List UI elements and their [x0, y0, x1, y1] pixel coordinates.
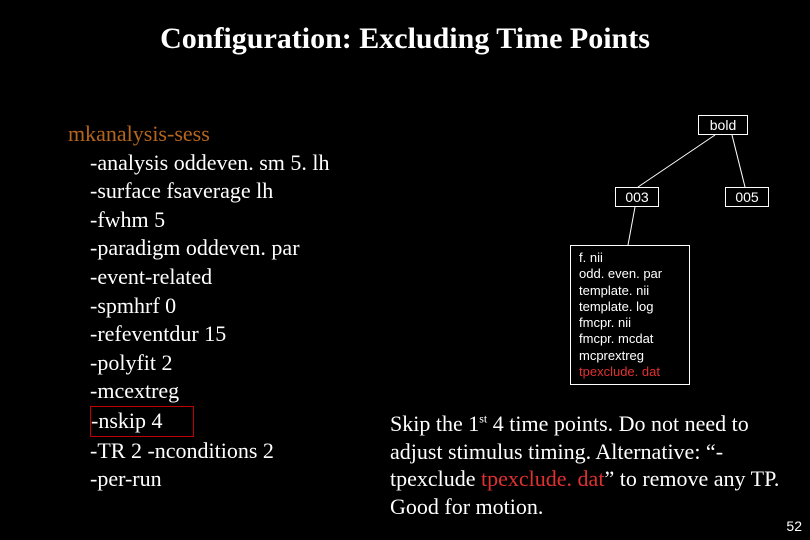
- node-003: 003: [615, 187, 659, 207]
- node-bold: bold: [698, 115, 748, 135]
- command-opt: -fwhm 5: [68, 206, 330, 235]
- explanation-text: Skip the 1st 4 time points. Do not need …: [390, 410, 790, 520]
- file-item: fmcpr. mcdat: [579, 331, 681, 347]
- command-opt: -per-run: [68, 465, 330, 494]
- node-005: 005: [725, 187, 769, 207]
- slide-title: Configuration: Excluding Time Points: [0, 0, 810, 56]
- file-item: f. nii: [579, 250, 681, 266]
- command-root: mkanalysis-sess: [68, 121, 210, 146]
- command-opt: -TR 2 -nconditions 2: [68, 437, 330, 466]
- files-box: f. nii odd. even. par template. nii temp…: [570, 245, 690, 385]
- command-opt: -surface fsaverage lh: [68, 177, 330, 206]
- file-item: mcprextreg: [579, 348, 681, 364]
- file-item: fmcpr. nii: [579, 315, 681, 331]
- command-opt: -mcextreg: [68, 377, 330, 406]
- file-item: template. nii: [579, 283, 681, 299]
- file-item: template. log: [579, 299, 681, 315]
- command-opt: -refeventdur 15: [68, 320, 330, 349]
- command-opt: -polyfit 2: [68, 349, 330, 378]
- file-item-tpexclude: tpexclude. dat: [579, 364, 681, 380]
- folder-diagram: bold 003 005 f. nii odd. even. par templ…: [510, 115, 775, 375]
- nskip-highlight: -nskip 4: [90, 406, 194, 437]
- explain-red: tpexclude. dat: [481, 466, 604, 491]
- command-opt-highlight: -nskip 4: [68, 406, 330, 437]
- explain-pre: Skip the 1: [390, 411, 479, 436]
- command-opt: -analysis oddeven. sm 5. lh: [68, 149, 330, 178]
- file-item: odd. even. par: [579, 266, 681, 282]
- command-opt: -paradigm oddeven. par: [68, 234, 330, 263]
- command-opt: -spmhrf 0: [68, 292, 330, 321]
- command-opt: -event-related: [68, 263, 330, 292]
- command-block: mkanalysis-sess -analysis oddeven. sm 5.…: [68, 120, 330, 494]
- page-number: 52: [786, 518, 802, 534]
